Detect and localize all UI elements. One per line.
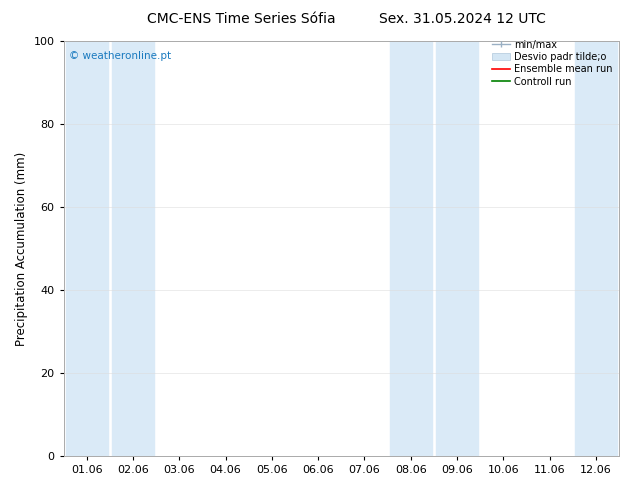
Y-axis label: Precipitation Accumulation (mm): Precipitation Accumulation (mm) [15, 151, 28, 345]
Bar [390, 41, 432, 456]
Text: Sex. 31.05.2024 12 UTC: Sex. 31.05.2024 12 UTC [379, 12, 547, 26]
Legend: min/max, Desvio padr tilde;o, Ensemble mean run, Controll run: min/max, Desvio padr tilde;o, Ensemble m… [490, 38, 614, 89]
Bar [112, 41, 154, 456]
Text: CMC-ENS Time Series Sófia: CMC-ENS Time Series Sófia [146, 12, 335, 26]
Bar [436, 41, 478, 456]
Bar [66, 41, 108, 456]
Bar [575, 41, 617, 456]
Text: © weatheronline.pt: © weatheronline.pt [69, 51, 171, 61]
